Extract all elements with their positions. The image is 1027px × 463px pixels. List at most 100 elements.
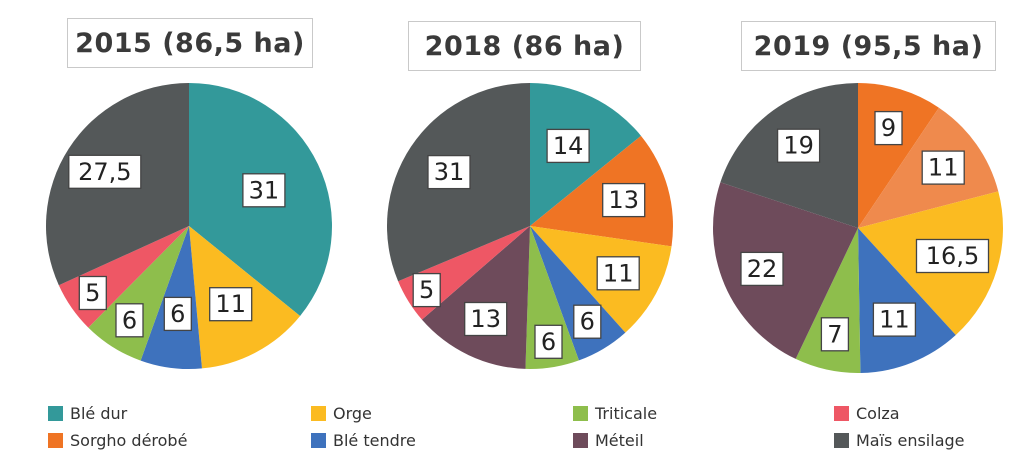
slice-label-box — [78, 275, 107, 311]
slice-label-text: 6 — [541, 328, 556, 356]
slice-label-box — [820, 317, 850, 352]
slice-label-box — [242, 173, 286, 208]
legend-label: Blé dur — [70, 404, 128, 423]
slice-label-text: 9 — [881, 114, 896, 142]
slice-label-text: 6 — [170, 300, 185, 328]
slice-label: 7 — [820, 317, 850, 352]
slice-label: 11 — [872, 302, 917, 337]
slice-label-box — [573, 304, 602, 339]
slice-label: 13 — [602, 182, 646, 218]
slice-label-text: 11 — [215, 290, 246, 318]
slice-label: 6 — [115, 303, 144, 338]
slice-label-text: 22 — [747, 255, 778, 283]
slice-label-box — [464, 301, 508, 337]
slice-label-text: 5 — [85, 279, 100, 307]
legend-swatch — [573, 433, 588, 448]
slice-label-box — [534, 324, 563, 359]
slice-label-text: 11 — [879, 306, 910, 334]
slice-label-box — [412, 272, 441, 308]
chart-title-2018: 2018 (86 ha) — [408, 21, 641, 71]
pie-slice — [88, 226, 189, 361]
slice-label: 14 — [546, 128, 590, 164]
legend-label: Maïs ensilage — [856, 431, 965, 450]
slice-label: 22 — [740, 251, 784, 287]
legend-swatch — [834, 406, 849, 421]
slice-label: 31 — [427, 154, 471, 190]
slice-label: 13 — [464, 301, 508, 337]
slice-label: 16,5 — [915, 238, 990, 274]
slice-label-text: 6 — [580, 308, 595, 336]
legend-label: Orge — [333, 404, 372, 423]
slice-label-text: 19 — [783, 132, 814, 160]
slice-label: 31 — [242, 173, 286, 208]
slice-label-box — [427, 154, 471, 190]
legend-swatch — [48, 433, 63, 448]
slice-label-text: 11 — [928, 154, 959, 182]
pie-2 — [712, 83, 1003, 373]
pie-labels-1: 14 13 11 66 13 5 31 — [412, 128, 646, 359]
legend-swatch — [834, 433, 849, 448]
slice-label-box — [68, 154, 142, 189]
slice-label: 27,5 — [68, 154, 142, 189]
pie-slice — [712, 182, 858, 359]
slice-label-text: 27,5 — [78, 158, 131, 186]
slice-label-box — [915, 238, 990, 274]
slice-label-text: 16,5 — [926, 242, 979, 270]
slice-label-box — [776, 128, 821, 163]
slice-label-box — [602, 182, 646, 218]
legend-swatch — [311, 433, 326, 448]
slice-label: 11 — [921, 150, 965, 185]
legend-item-ble-dur: Blé dur — [48, 404, 127, 423]
legend-label: Blé tendre — [333, 431, 416, 450]
pie-labels-2: 9 11 16,5 11 7 22 19 — [740, 110, 990, 352]
pie-slice — [530, 135, 673, 247]
slice-label-box — [115, 303, 144, 338]
slice-label-text: 14 — [553, 132, 584, 160]
chart-title-2015: 2015 (86,5 ha) — [67, 18, 313, 68]
slice-label-text: 6 — [122, 306, 137, 334]
slice-label-text: 11 — [603, 259, 634, 287]
legend-item-meteil: Méteil — [573, 431, 644, 450]
legend-label: Méteil — [595, 431, 644, 450]
slice-label: 9 — [874, 110, 903, 146]
legend-item-triticale: Triticale — [573, 404, 657, 423]
legend-label: Sorgho dérobé — [70, 431, 188, 450]
slice-label-box — [596, 256, 640, 291]
slice-label-text: 7 — [827, 320, 842, 348]
slice-label-box — [874, 110, 903, 146]
slice-label-text: 31 — [249, 176, 280, 204]
legend-item-ble-tendre: Blé tendre — [311, 431, 416, 450]
slice-label-box — [546, 128, 590, 164]
slice-label: 5 — [78, 275, 107, 311]
slice-label: 6 — [534, 324, 563, 359]
slice-label-box — [740, 251, 784, 287]
legend-item-colza: Colza — [834, 404, 900, 423]
slice-label: 11 — [596, 256, 640, 291]
slice-label: 5 — [412, 272, 441, 308]
slice-label-text: 5 — [419, 276, 434, 304]
legend-label: Triticale — [595, 404, 658, 423]
pie-1 — [386, 83, 673, 370]
slice-label-box — [872, 302, 917, 337]
legend-swatch — [311, 406, 326, 421]
legend-swatch — [48, 406, 63, 421]
legend-item-mais-ensilage: Maïs ensilage — [834, 431, 965, 450]
legend-swatch — [573, 406, 588, 421]
slice-label: 6 — [163, 296, 192, 332]
slice-label-box — [921, 150, 965, 185]
slice-label-box — [209, 287, 253, 322]
legend-label: Colza — [856, 404, 900, 423]
pie-slice — [530, 226, 626, 361]
slice-label-text: 31 — [434, 158, 465, 186]
slice-label: 6 — [573, 304, 602, 339]
slice-label-text: 13 — [470, 305, 501, 333]
slice-label: 11 — [209, 287, 253, 322]
legend-item-orge: Orge — [311, 404, 372, 423]
slice-label-box — [163, 296, 192, 332]
chart-title-2019: 2019 (95,5 ha) — [741, 21, 996, 71]
slice-label: 19 — [776, 128, 821, 163]
slice-label-text: 13 — [608, 186, 639, 214]
legend-item-sorgho-derobe: Sorgho dérobé — [48, 431, 187, 450]
